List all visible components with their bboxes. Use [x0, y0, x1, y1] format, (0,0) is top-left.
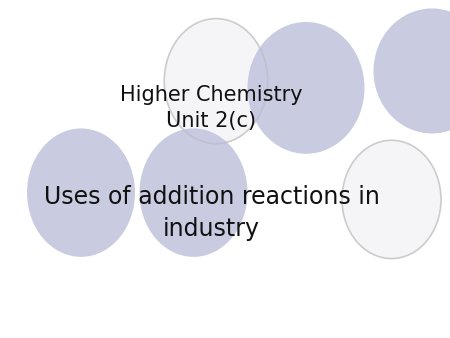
Text: Uses of addition reactions in
industry: Uses of addition reactions in industry: [44, 185, 379, 241]
Ellipse shape: [342, 140, 441, 259]
Ellipse shape: [164, 19, 268, 144]
Ellipse shape: [27, 128, 135, 257]
Ellipse shape: [248, 22, 364, 154]
Text: Higher Chemistry
Unit 2(c): Higher Chemistry Unit 2(c): [120, 85, 303, 131]
Ellipse shape: [140, 128, 248, 257]
Ellipse shape: [374, 8, 450, 134]
